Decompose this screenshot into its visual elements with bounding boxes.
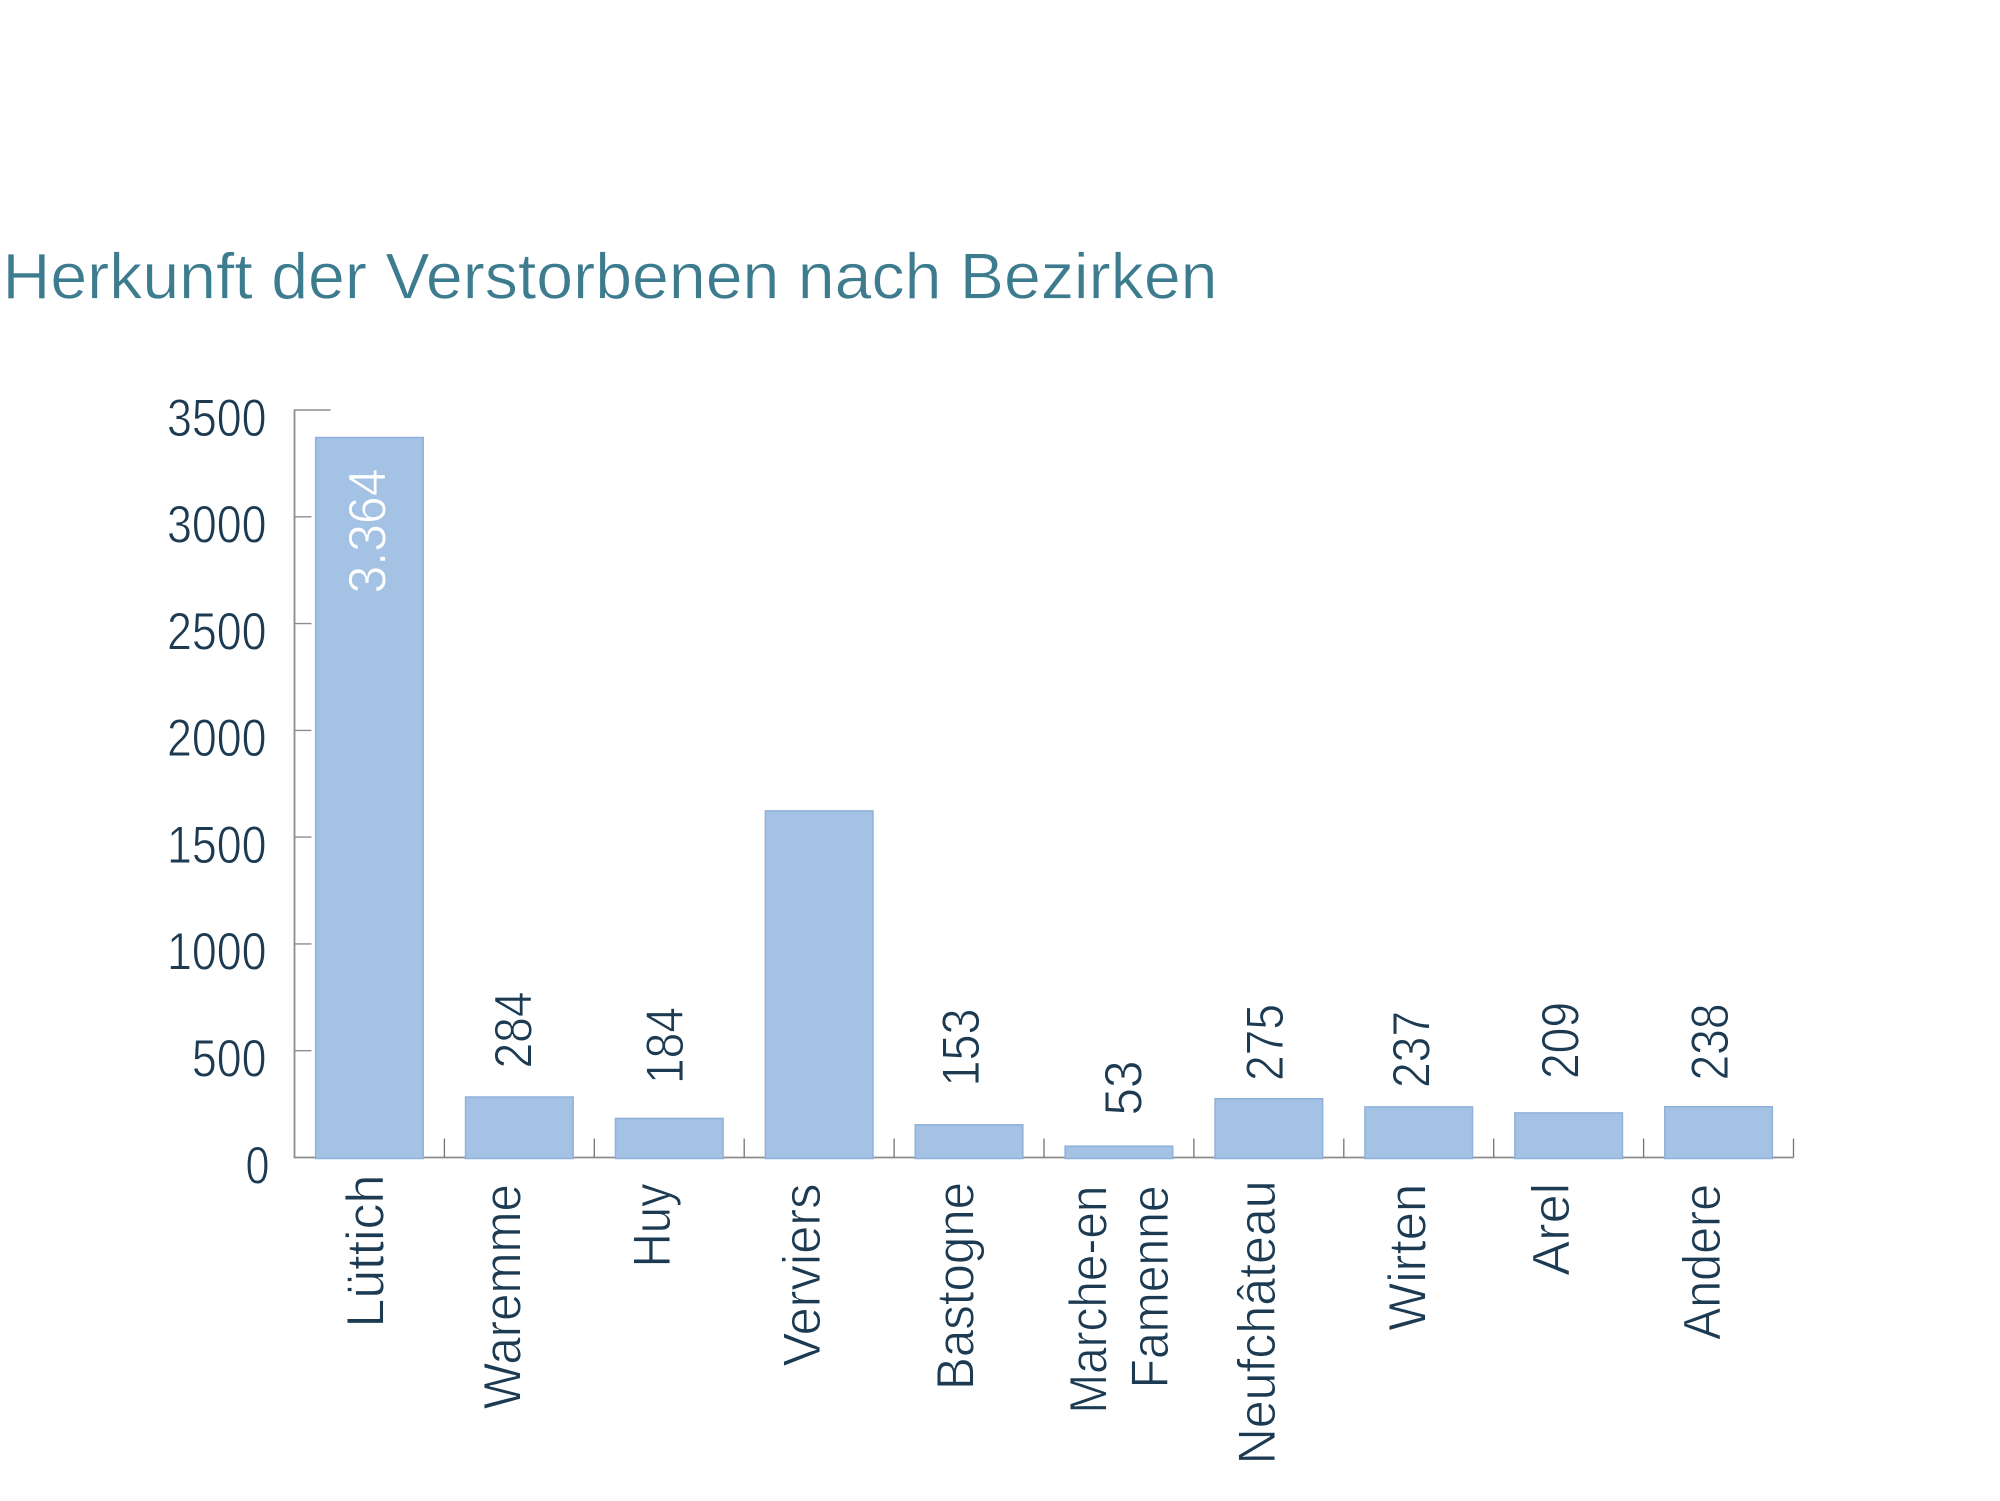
svg-text:Verviers: Verviers (773, 1184, 832, 1367)
svg-text:275: 275 (1236, 1004, 1295, 1081)
svg-text:Andere: Andere (1673, 1184, 1732, 1340)
svg-text:284: 284 (485, 992, 544, 1069)
svg-text:153: 153 (932, 1009, 991, 1087)
svg-text:3000: 3000 (167, 496, 267, 555)
svg-text:3.364: 3.364 (339, 469, 398, 594)
svg-text:3500: 3500 (167, 389, 267, 448)
svg-text:Arel: Arel (1522, 1183, 1581, 1276)
svg-text:184: 184 (636, 1007, 695, 1084)
svg-text:Herkunft der Verstorbenen nach: Herkunft der Verstorbenen nach Bezirken (3, 240, 1218, 313)
svg-text:Marche-en: Marche-en (1060, 1186, 1119, 1414)
svg-text:Wirten: Wirten (1379, 1184, 1438, 1331)
svg-text:Waremme: Waremme (473, 1184, 532, 1409)
svg-text:1000: 1000 (167, 923, 267, 982)
svg-text:2500: 2500 (167, 602, 267, 661)
svg-text:238: 238 (1681, 1004, 1740, 1081)
svg-text:209: 209 (1532, 1002, 1591, 1079)
svg-text:Famenne: Famenne (1121, 1185, 1180, 1388)
svg-text:Huy: Huy (623, 1183, 682, 1267)
svg-text:2000: 2000 (167, 709, 267, 768)
svg-text:1500: 1500 (167, 816, 267, 875)
svg-text:Neufchâteau: Neufchâteau (1228, 1180, 1287, 1464)
svg-text:53: 53 (1095, 1061, 1154, 1116)
svg-text:Bastogne: Bastogne (927, 1182, 986, 1390)
svg-text:500: 500 (192, 1030, 267, 1089)
svg-text:Lüttich: Lüttich (337, 1175, 396, 1328)
svg-text:0: 0 (246, 1136, 270, 1195)
svg-text:237: 237 (1383, 1011, 1442, 1088)
